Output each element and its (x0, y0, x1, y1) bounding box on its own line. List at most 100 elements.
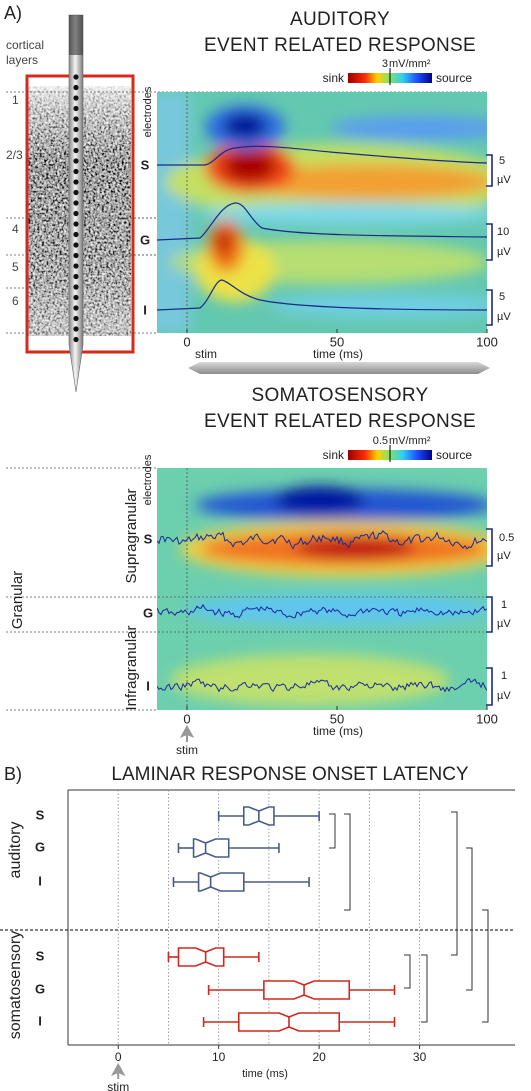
scale-bar-value: 1 (501, 599, 507, 611)
electrode-contact (73, 116, 79, 122)
panel-title: SOMATOSENSORY (251, 385, 428, 406)
blob (157, 92, 190, 333)
scale-bar (486, 154, 493, 187)
layer-label: 6 (12, 294, 19, 308)
box (263, 980, 351, 1000)
x-tick-label: 100 (476, 334, 498, 349)
electrode-contact (73, 105, 79, 112)
scale-bar (486, 596, 493, 633)
electrode-contact (73, 305, 79, 311)
electrode-contact (73, 200, 79, 206)
x-tick-label: 20 (312, 1050, 326, 1064)
x-tick-label: 0 (183, 711, 190, 726)
colorbar-unit: mV/mm² (389, 58, 431, 70)
heatmap-blobs (170, 486, 487, 706)
electrode-contact (73, 294, 79, 301)
electrode-contact (73, 242, 79, 248)
box (177, 947, 225, 967)
electrode-contact (73, 326, 79, 332)
probe-top (69, 15, 83, 55)
lfp-traces (157, 530, 487, 693)
x-tick-label: 100 (476, 711, 498, 726)
x-tick-label: 30 (413, 1050, 427, 1064)
row-label: S (36, 807, 45, 822)
x-axis-label: time (ms) (242, 1068, 288, 1080)
blob (330, 116, 487, 140)
electrode-contact (73, 168, 79, 175)
scale-bar (486, 667, 493, 706)
scale-bar-unit: µV (497, 174, 511, 186)
significance-brackets (329, 811, 489, 1023)
box (192, 838, 230, 858)
box (197, 872, 245, 892)
colorbar-sink: sink (323, 71, 345, 85)
electrode-contact (73, 95, 79, 101)
scale-bar (486, 528, 493, 567)
row-label: S (36, 948, 45, 963)
scale-bar-value: 1 (501, 670, 507, 682)
row-label: I (146, 678, 150, 693)
blob (270, 294, 487, 318)
panel-title: EVENT RELATED RESPONSE (204, 35, 476, 56)
bracket (329, 813, 336, 849)
bracket (421, 954, 428, 1023)
bracket (404, 954, 411, 989)
x-tick-label: 0 (183, 334, 190, 349)
stim-marker: stim (107, 1062, 129, 1091)
bracket (344, 813, 351, 911)
stim-label: stim (107, 1080, 129, 1091)
electrodes-label: electrodes (142, 86, 154, 137)
scale-bar-unit: µV (497, 246, 511, 258)
scale-bar (486, 223, 493, 261)
x-tick-label: 50 (330, 711, 344, 726)
electrode-contact (73, 147, 79, 154)
electrode-contact (73, 252, 79, 259)
blob (275, 486, 365, 514)
cortical-layers-label: layers (6, 53, 38, 67)
electrode-contact (73, 126, 79, 133)
scale-bar-unit: µV (497, 618, 511, 630)
electrodes-label: electrodes (142, 454, 154, 505)
chart-title: LAMINAR RESPONSE ONSET LATENCY (111, 764, 469, 785)
blob (224, 150, 276, 182)
electrode-contact (73, 189, 79, 196)
heatmap-blobs (157, 92, 487, 333)
blob (170, 654, 450, 706)
blob (295, 537, 415, 559)
scale-bar-unit: µV (497, 550, 511, 562)
electrode-contact (73, 84, 79, 91)
group-label: somatosensory (7, 931, 24, 1040)
colorbar-value: 0.5 (373, 435, 388, 447)
stim-arrow (110, 1062, 126, 1079)
scale-bar-value: 0.5 (499, 532, 514, 544)
layer-label: 4 (12, 222, 19, 236)
scale-bar-value: 5 (499, 291, 505, 303)
bracket (482, 909, 489, 1023)
row-label: S (144, 531, 153, 546)
scale-bar-value: 10 (497, 226, 509, 238)
electrode-contact (73, 137, 79, 143)
bracket (466, 847, 473, 991)
electrode-contact (73, 221, 79, 227)
layer-label: 2/3 (6, 148, 23, 162)
lfp-trace (157, 279, 487, 311)
cortical-layers-label: cortical (6, 38, 44, 52)
x-tick-label: 0 (115, 1050, 122, 1064)
lfp-trace (157, 603, 487, 619)
x-axis-label: time (ms) (313, 347, 363, 361)
electrode-contact (73, 263, 79, 269)
csd-heatmap (157, 468, 487, 710)
x-axis-label: time (ms) (313, 724, 363, 738)
colorbar-source: source (436, 448, 472, 462)
electrode-contact (73, 158, 79, 164)
row-label: I (38, 873, 42, 888)
lfp-trace (157, 202, 487, 241)
lfp-trace (157, 145, 487, 166)
blob (200, 203, 487, 225)
x-tick-label: 50 (330, 334, 344, 349)
row-label: G (35, 839, 45, 854)
layer-label: 5 (12, 260, 19, 274)
electrode-contact (73, 273, 79, 280)
